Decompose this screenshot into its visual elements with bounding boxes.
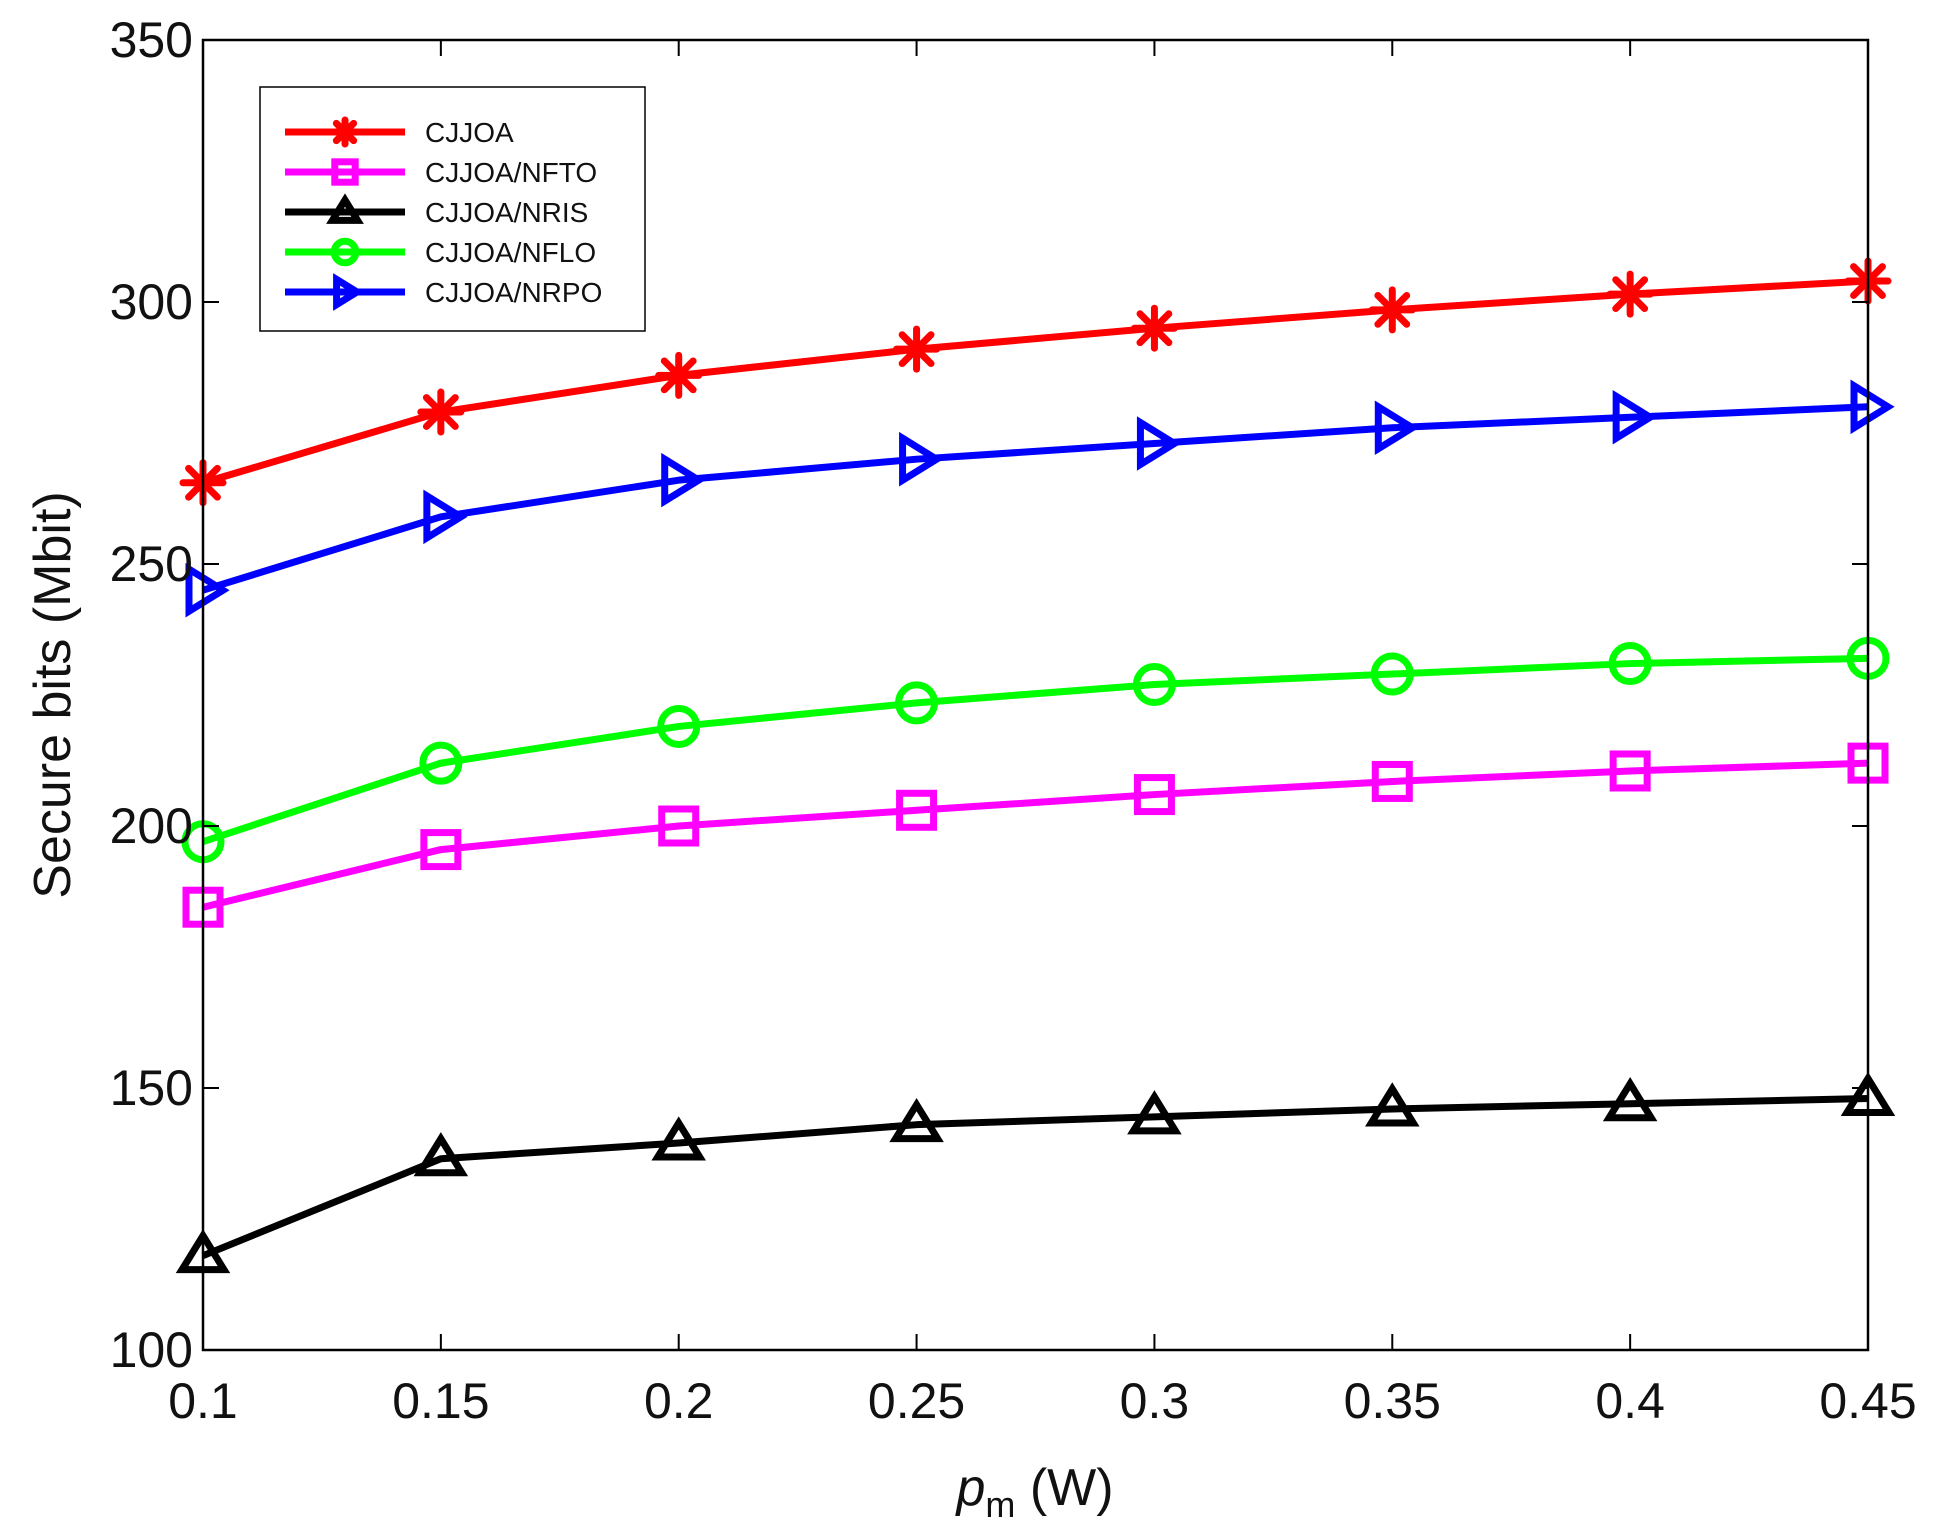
data-point bbox=[896, 789, 938, 831]
data-point bbox=[417, 388, 465, 436]
legend-item: CJJOA/NRIS bbox=[285, 193, 588, 228]
legend-item: CJJOA/NFLO bbox=[285, 237, 596, 268]
series-line bbox=[202, 759, 1869, 911]
series-line bbox=[201, 1094, 1869, 1259]
data-point bbox=[1609, 750, 1651, 792]
legend-item: CJJOA/NRPO bbox=[285, 273, 602, 311]
data-point bbox=[419, 741, 463, 785]
data-point bbox=[1612, 390, 1657, 445]
data-point bbox=[893, 325, 941, 373]
x-tick-label: 0.35 bbox=[1344, 1373, 1441, 1429]
y-tick-label: 200 bbox=[110, 798, 193, 854]
legend-marker bbox=[326, 193, 364, 224]
x-axis-label: pm (W) bbox=[954, 1459, 1113, 1525]
data-point bbox=[1368, 286, 1416, 334]
series-line bbox=[201, 654, 1869, 846]
legend-label: CJJOA/NFLO bbox=[425, 237, 596, 268]
data-point bbox=[1365, 1082, 1420, 1127]
series-layer bbox=[175, 257, 1896, 1274]
data-point bbox=[1133, 774, 1175, 816]
x-tick-label: 0.2 bbox=[644, 1373, 714, 1429]
legend-marker bbox=[330, 237, 360, 267]
series-cjjoa-nflo bbox=[181, 636, 1890, 864]
series-cjjoa-nrpo bbox=[185, 379, 1895, 618]
data-point bbox=[889, 1098, 944, 1143]
y-axis-label: Secure bits (Mbit) bbox=[24, 491, 82, 898]
series-cjjoa-nfto bbox=[182, 742, 1889, 928]
data-point bbox=[1608, 642, 1652, 686]
x-tick-label: 0.25 bbox=[868, 1373, 965, 1429]
data-point bbox=[651, 1116, 706, 1161]
data-point bbox=[1130, 304, 1178, 352]
y-tick-label: 250 bbox=[110, 536, 193, 592]
data-point bbox=[657, 704, 701, 748]
legend-marker bbox=[333, 273, 364, 311]
x-tick-label: 0.45 bbox=[1819, 1373, 1916, 1429]
x-axis-label-unit: (W) bbox=[1015, 1459, 1113, 1517]
legend-label: CJJOA bbox=[425, 117, 514, 148]
x-tick-label: 0.4 bbox=[1595, 1373, 1665, 1429]
x-axis-label-var: p bbox=[954, 1459, 985, 1517]
series-line bbox=[201, 403, 1869, 594]
x-tick-label: 0.3 bbox=[1120, 1373, 1190, 1429]
data-point bbox=[1371, 760, 1413, 802]
data-point bbox=[420, 829, 462, 871]
data-point bbox=[423, 489, 468, 545]
series-cjjoa bbox=[179, 257, 1892, 507]
data-point bbox=[1606, 270, 1654, 318]
data-point bbox=[1374, 400, 1419, 456]
y-tick-label: 350 bbox=[110, 12, 193, 68]
legend-label: CJJOA/NFTO bbox=[425, 157, 597, 188]
series-line bbox=[202, 277, 1869, 487]
y-tick-label: 300 bbox=[110, 274, 193, 330]
plot-frame bbox=[201, 38, 1870, 1352]
x-axis-label-subscript: m bbox=[985, 1484, 1015, 1525]
legend: CJJOA CJJOA/NFTO CJJOA/NRIS CJJOA/NFLO CJJOA… bbox=[259, 86, 646, 332]
data-point bbox=[1602, 1077, 1658, 1122]
data-point bbox=[1370, 652, 1414, 696]
data-point bbox=[1127, 1090, 1182, 1135]
legend-label: CJJOA/NRIS bbox=[425, 197, 588, 228]
y-tick-label: 100 bbox=[110, 1322, 193, 1378]
legend-items: CJJOA CJJOA/NFTO CJJOA/NRIS CJJOA/NFLO CJJOA… bbox=[285, 116, 602, 311]
legend-item: CJJOA bbox=[285, 116, 514, 148]
data-point bbox=[185, 562, 230, 618]
legend-marker bbox=[329, 116, 361, 148]
data-point bbox=[1136, 416, 1182, 471]
data-point bbox=[658, 805, 700, 847]
series-cjjoa-nris bbox=[175, 1071, 1896, 1274]
data-point bbox=[1850, 379, 1895, 435]
data-point bbox=[895, 681, 939, 725]
y-tick-label: 150 bbox=[110, 1060, 193, 1116]
legend-label: CJJOA/NRPO bbox=[425, 277, 602, 308]
x-tick-label: 0.1 bbox=[168, 1373, 238, 1429]
legend-item: CJJOA/NFTO bbox=[285, 157, 597, 188]
data-point bbox=[413, 1132, 469, 1177]
axis-ticks: 0.1 0.15 0.2 0.25 0.3 0.35 0.4 0.45 100 150 200 250… bbox=[110, 12, 1917, 1429]
data-point bbox=[1132, 663, 1176, 707]
data-point bbox=[661, 452, 706, 508]
data-point bbox=[899, 431, 944, 487]
legend-marker bbox=[331, 158, 359, 186]
x-tick-label: 0.15 bbox=[392, 1373, 489, 1429]
data-point bbox=[655, 351, 703, 399]
